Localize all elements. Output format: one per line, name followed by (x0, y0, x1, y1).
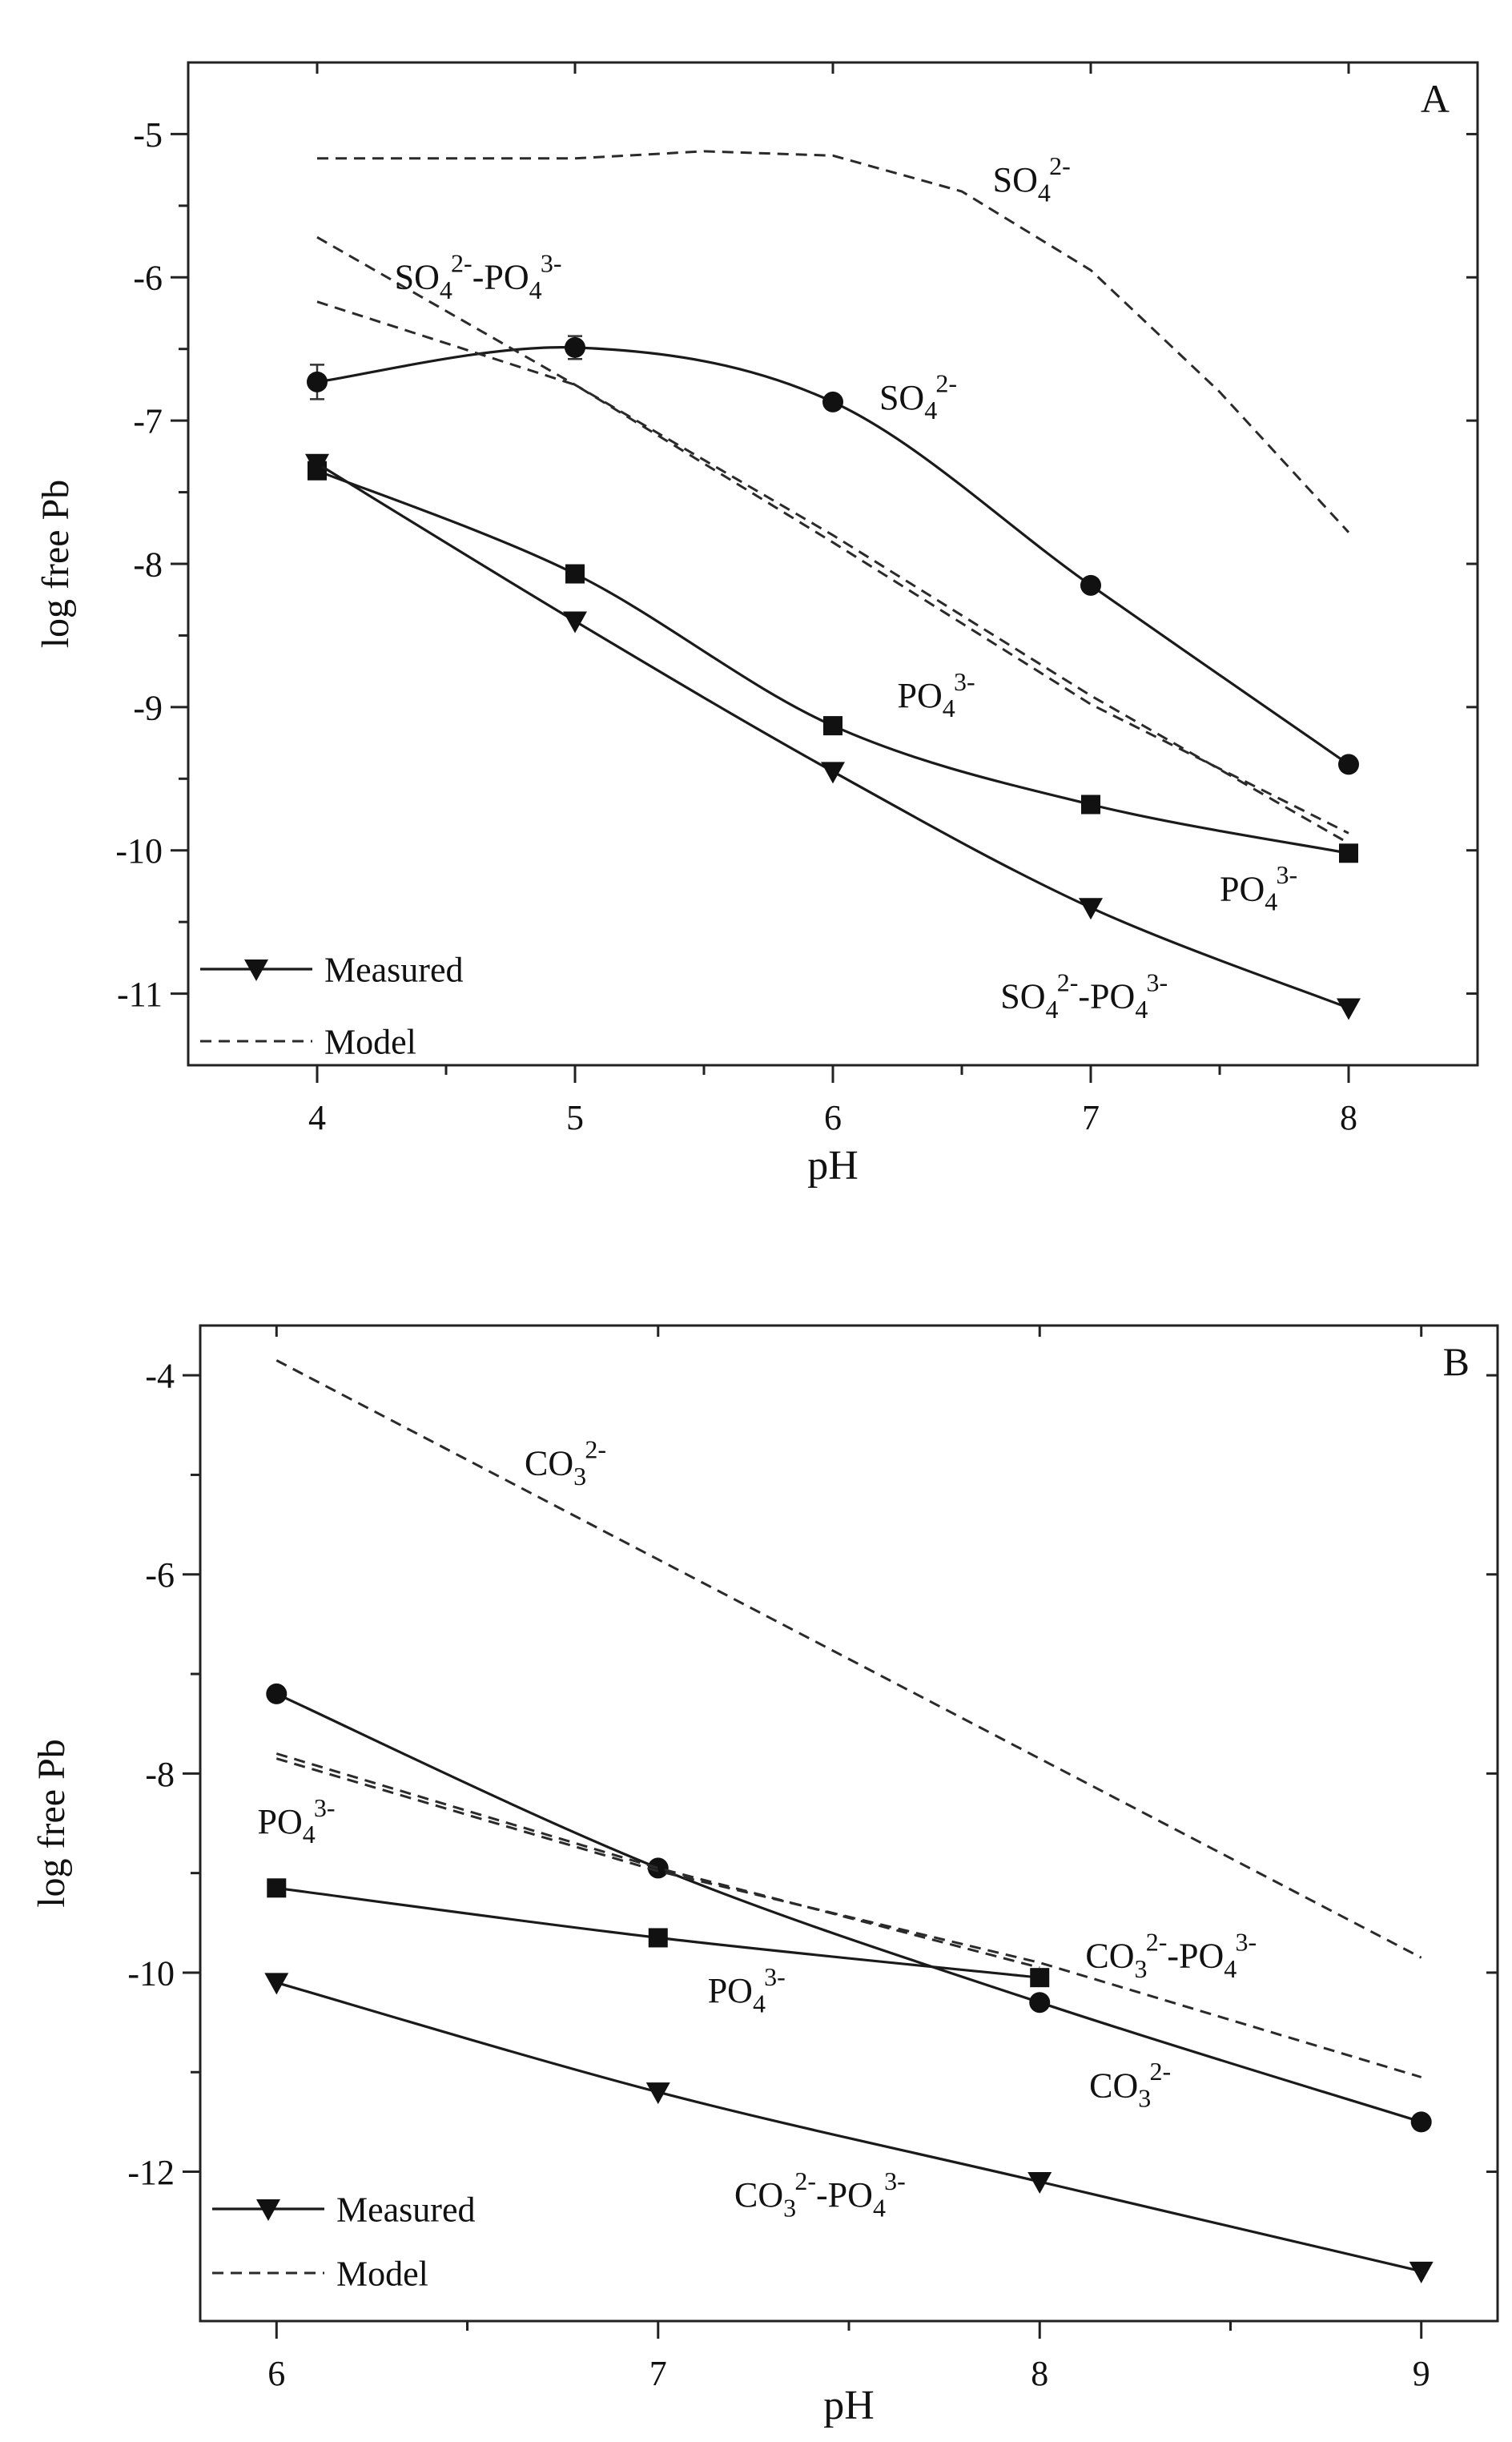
y-tick-label: -10 (115, 831, 163, 871)
data-point-circle (1080, 574, 1101, 596)
legend-label-model: Model (336, 2254, 428, 2293)
x-tick-label: 6 (267, 2354, 285, 2393)
data-point-square (648, 1928, 668, 1948)
y-tick-label: -11 (117, 975, 163, 1014)
series-annotation: PO43- (898, 667, 975, 722)
data-point-square (823, 716, 842, 736)
data-point-square (1030, 1968, 1050, 1988)
series-line (275, 1692, 1422, 2123)
data-point-circle (1410, 2111, 1432, 2133)
data-point-square (267, 1878, 287, 1898)
legend-label-measured: Measured (336, 2190, 476, 2229)
series-measured-1 (267, 1878, 1050, 1988)
data-point-triangle (1337, 998, 1361, 1020)
x-tick-label: 7 (649, 2354, 667, 2393)
series-line (316, 469, 1349, 855)
y-tick-label: -6 (145, 1555, 175, 1595)
x-tick-label: 6 (824, 1098, 842, 1137)
series-annotation: PO43- (708, 1962, 786, 2018)
panel-label: A (1421, 76, 1450, 121)
series-annotation: CO32- (525, 1434, 606, 1490)
data-point-square (565, 564, 585, 584)
series-line (275, 1757, 1422, 2078)
data-point-triangle (645, 2082, 670, 2105)
series-model-4 (316, 300, 1349, 835)
y-tick-label: -4 (145, 1357, 175, 1396)
series-annotation: SO42--PO43- (1000, 968, 1168, 1023)
series-annotation: PO43- (1220, 860, 1297, 915)
series-line (275, 1981, 1422, 2273)
x-tick-label: 9 (1413, 2354, 1430, 2393)
series-line (316, 300, 1349, 835)
legend-marker-triangle (244, 960, 268, 981)
legend: Measured Model (200, 950, 464, 1061)
series-model-5 (275, 1757, 1422, 2078)
series-line (275, 1359, 1422, 1959)
y-axis-label: log free Pb (30, 1739, 73, 1908)
series-model-3 (275, 1359, 1422, 1959)
legend-label-measured: Measured (324, 950, 464, 989)
x-axis-label: pH (807, 1143, 859, 1189)
series-measured-2 (305, 453, 1361, 1020)
series-annotation: SO42--PO43- (395, 248, 562, 304)
data-point-circle (565, 336, 585, 358)
plot-frame (187, 61, 1479, 1067)
x-tick-label: 5 (566, 1098, 584, 1137)
data-point-circle (1338, 754, 1359, 775)
series-line (317, 150, 1350, 533)
data-point-circle (822, 391, 843, 412)
data-point-circle (266, 1683, 288, 1704)
chart-panel-b: -12 -10 -8 -6 -4 6 7 8 9 pH log free Pb B CO32- PO43-… (30, 1324, 1499, 2428)
data-point-square (1081, 795, 1100, 815)
series-measured-0 (266, 1683, 1432, 2133)
y-axis-label: log free Pb (34, 480, 77, 649)
series-measured-0 (307, 335, 1359, 775)
data-point-triangle (563, 611, 587, 634)
x-axis-label: pH (823, 2383, 875, 2428)
data-point-triangle (1027, 2171, 1052, 2194)
data-point-triangle (1079, 898, 1103, 920)
series-annotation: CO32- (1089, 2057, 1171, 2112)
legend-marker-triangle (256, 2199, 280, 2221)
y-tick-label: -9 (133, 688, 163, 727)
series-model-3 (317, 150, 1350, 533)
data-point-triangle (1409, 2261, 1434, 2283)
y-tick-label: -7 (133, 402, 163, 441)
series-model-5 (316, 235, 1349, 845)
data-point-triangle (305, 453, 329, 476)
chart-panel-a: -11 -10 -9 -8 -7 -6 -5 4 5 6 7 8 pH log free Pb A SO42-… (34, 61, 1479, 1189)
series-annotation: PO43- (257, 1793, 335, 1849)
x-tick-label: 8 (1031, 2354, 1048, 2393)
series-line (316, 462, 1349, 1009)
legend: Measured Model (212, 2190, 476, 2293)
series-line (316, 235, 1349, 845)
data-point-square (1339, 843, 1358, 863)
series-annotation: SO42- (879, 369, 957, 424)
series-annotation: CO32--PO43- (1085, 1928, 1257, 1983)
data-point-triangle (821, 762, 845, 784)
series-annotation: CO32--PO43- (734, 2166, 906, 2222)
series-model-4 (275, 1752, 1040, 1969)
data-point-circle (307, 371, 328, 392)
series-measured-1 (308, 461, 1358, 863)
x-tick-label: 4 (308, 1098, 326, 1137)
y-tick-label: -5 (133, 115, 163, 155)
panel-label: B (1443, 1339, 1470, 1384)
x-tick-label: 8 (1340, 1098, 1357, 1137)
y-tick-label: -8 (145, 1755, 175, 1794)
y-tick-label: -10 (127, 1953, 175, 1993)
y-tick-label: -6 (133, 259, 163, 298)
series-annotation: SO42- (993, 151, 1071, 207)
plot-frame (199, 1324, 1499, 2323)
y-tick-label: -8 (133, 545, 163, 584)
data-point-circle (647, 1857, 669, 1879)
data-point-circle (1029, 1992, 1051, 2014)
series-line (275, 1752, 1040, 1969)
y-tick-label: -12 (127, 2153, 175, 2192)
series-measured-2 (264, 1973, 1434, 2283)
legend-label-model: Model (324, 1022, 416, 1061)
x-tick-label: 7 (1082, 1098, 1100, 1137)
data-point-triangle (264, 1973, 289, 1995)
